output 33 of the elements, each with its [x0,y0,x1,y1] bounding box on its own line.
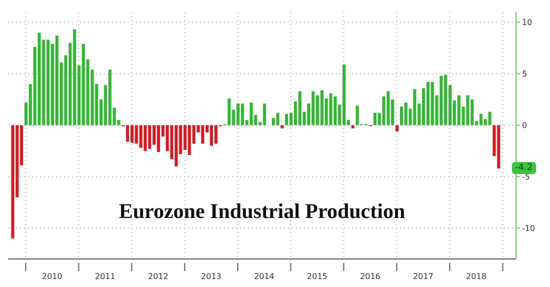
bar [396,125,399,132]
y-tick-label: 5 [522,70,528,79]
bar [38,32,41,126]
bar [276,112,280,126]
x-tick-label: 2010 [42,272,62,281]
bar [280,125,284,128]
bar [413,89,416,126]
bar [250,102,253,126]
bar [488,112,492,126]
annotation: -4.2 [512,162,536,174]
y-tick-label: 10 [522,18,532,28]
x-tick-label: 2012 [148,272,168,281]
bar [11,125,14,238]
x-tick-label: 2016 [360,272,380,281]
x-tick-label: 2013 [201,272,222,281]
bar [351,125,354,128]
text: Eurozone Industrial Production [118,199,406,224]
y-tick-label: -10 [522,224,536,233]
bar [285,114,288,126]
bar [466,95,470,126]
bar [144,125,147,151]
bar [334,96,337,126]
y-tick-label: 0 [522,121,528,130]
bar [356,106,359,126]
x-tick-label: 2014 [254,272,274,281]
bar [329,93,332,126]
bar [440,76,443,126]
x-tick-label: 2015 [307,272,328,281]
x-tick-label: 2018 [466,272,486,281]
bar [386,91,390,126]
x-tick-label: 2011 [95,272,116,281]
bar [139,125,142,148]
x-tick-label: 2017 [413,272,434,281]
